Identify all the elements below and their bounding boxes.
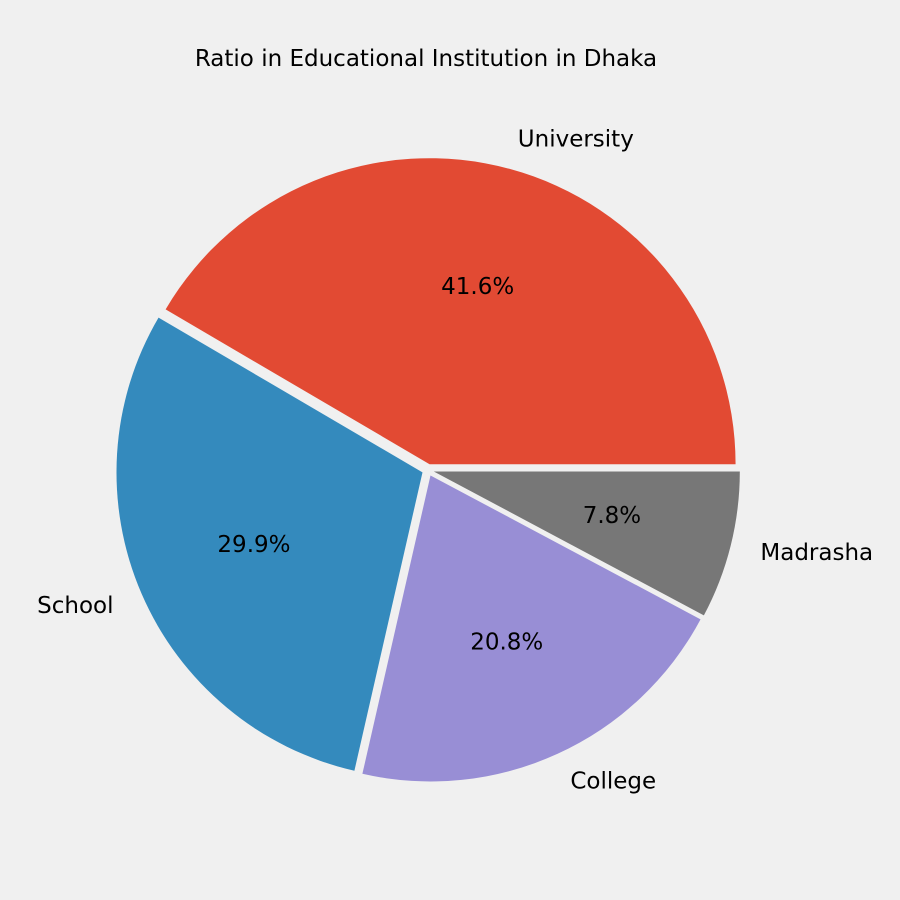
slice-label-school: School (37, 593, 113, 619)
pct-label-school: 29.9% (217, 532, 290, 558)
pie-slices (116, 158, 740, 782)
chart-title: Ratio in Educational Institution in Dhak… (195, 46, 657, 72)
pct-label-madrasha: 7.8% (583, 503, 641, 529)
pct-label-university: 41.6% (441, 274, 514, 300)
slice-label-college: College (570, 769, 656, 795)
pct-label-college: 20.8% (470, 629, 543, 655)
pie-slice-college (362, 475, 701, 782)
pie-slice-school (116, 317, 423, 771)
slice-label-madrasha: Madrasha (760, 540, 873, 566)
pie-labels: 41.6% University 29.9% School 20.8% College 7.… (37, 126, 873, 794)
pie-slice-madrasha (433, 471, 740, 616)
pie-slice-university (165, 158, 736, 465)
slice-label-university: University (518, 126, 634, 152)
